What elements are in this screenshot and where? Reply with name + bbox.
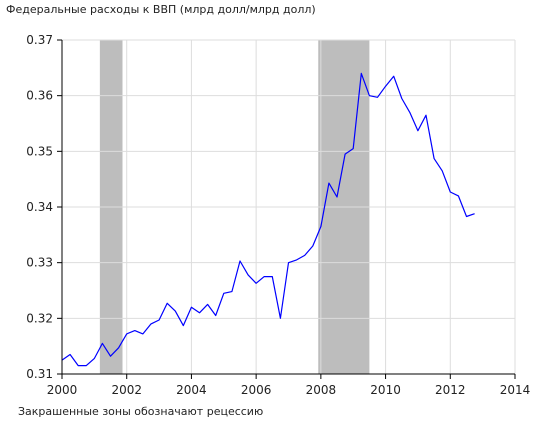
data-point xyxy=(125,332,128,335)
data-point xyxy=(109,355,112,358)
data-point xyxy=(457,194,460,197)
data-point xyxy=(68,353,71,356)
data-point xyxy=(133,329,136,332)
x-tick-label: 2014 xyxy=(500,383,531,397)
data-point xyxy=(449,190,452,193)
series-layer xyxy=(61,72,476,367)
data-point xyxy=(198,311,201,314)
data-point xyxy=(190,306,193,309)
data-point xyxy=(263,275,266,278)
chart-title: Федеральные расходы к ВВП (млрд долл/млр… xyxy=(6,3,316,16)
x-tick-label: 2000 xyxy=(47,383,78,397)
data-point xyxy=(352,147,355,150)
data-point xyxy=(416,129,419,132)
data-point xyxy=(230,290,233,293)
data-point xyxy=(117,346,120,349)
data-point xyxy=(327,181,330,184)
data-point xyxy=(166,302,169,305)
data-point xyxy=(77,364,80,367)
data-point xyxy=(441,169,444,172)
data-point xyxy=(214,314,217,317)
data-point xyxy=(85,364,88,367)
data-point xyxy=(319,225,322,228)
data-point xyxy=(384,85,387,88)
data-point xyxy=(368,94,371,97)
data-point xyxy=(392,75,395,78)
data-point xyxy=(238,259,241,262)
data-point xyxy=(141,332,144,335)
y-tick-label: 0.31 xyxy=(26,367,53,381)
data-point xyxy=(182,324,185,327)
data-point xyxy=(335,195,338,198)
data-point xyxy=(473,212,476,215)
data-point xyxy=(255,282,258,285)
x-tick-label: 2010 xyxy=(370,383,401,397)
data-point xyxy=(408,111,411,114)
data-point xyxy=(400,97,403,100)
data-point xyxy=(465,215,468,218)
x-tick-label: 2012 xyxy=(435,383,466,397)
recession-note: Закрашенные зоны обозначают рецессию xyxy=(18,405,264,418)
data-point xyxy=(157,318,160,321)
y-tick-label: 0.35 xyxy=(26,144,53,158)
data-point xyxy=(222,292,225,295)
data-point xyxy=(93,357,96,360)
data-point xyxy=(287,261,290,264)
data-point xyxy=(206,303,209,306)
data-point xyxy=(246,273,249,276)
y-tick-label: 0.34 xyxy=(26,200,53,214)
data-point xyxy=(311,244,314,247)
x-tick-label: 2006 xyxy=(241,383,272,397)
series-line-1 xyxy=(61,72,475,367)
data-point xyxy=(174,309,177,312)
axes xyxy=(57,39,516,379)
data-point xyxy=(303,254,306,257)
x-tick-label: 2008 xyxy=(306,383,337,397)
x-tick-label: 2004 xyxy=(176,383,207,397)
y-tick-label: 0.32 xyxy=(26,311,53,325)
y-tick-label: 0.37 xyxy=(26,33,53,47)
x-tick-label: 2002 xyxy=(111,383,142,397)
data-point xyxy=(149,322,152,325)
data-point xyxy=(433,157,436,160)
data-point xyxy=(271,275,274,278)
data-point xyxy=(279,317,282,320)
data-point xyxy=(101,342,104,345)
data-point xyxy=(295,258,298,261)
gridlines xyxy=(61,39,516,375)
tick-labels: 2000 2002 2004 2006 2008 2010 2012 2014 0.31 0.32… xyxy=(26,33,530,397)
data-point xyxy=(424,114,427,117)
data-point xyxy=(344,153,347,156)
data-point xyxy=(376,96,379,99)
data-point xyxy=(360,72,363,75)
y-tick-label: 0.33 xyxy=(26,256,53,270)
y-tick-label: 0.36 xyxy=(26,89,53,103)
